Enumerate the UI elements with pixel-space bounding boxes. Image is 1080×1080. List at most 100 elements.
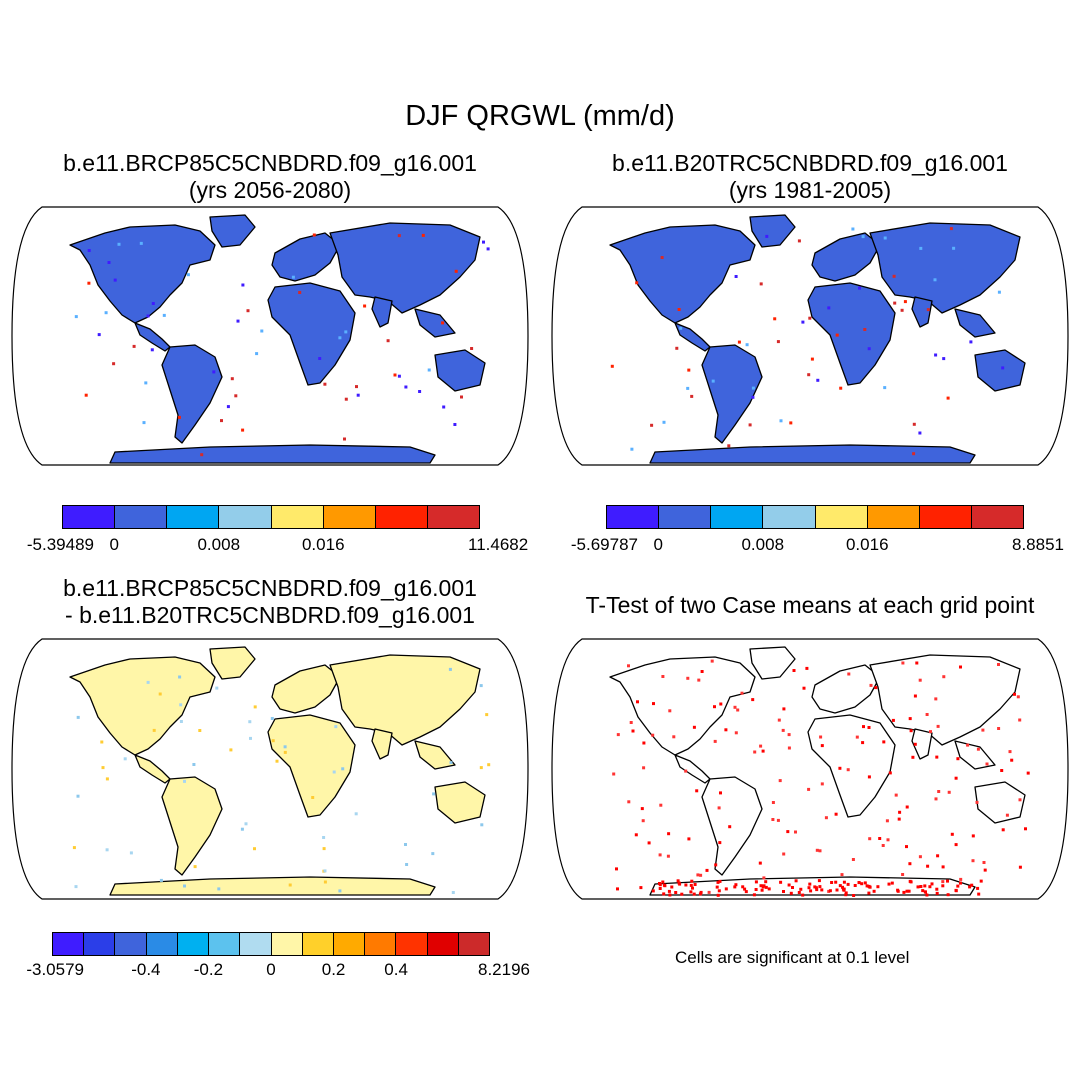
- grid-cell-marker: [808, 882, 812, 886]
- colorbar-tick-label: 0.008: [741, 535, 785, 554]
- grid-cell-marker: [323, 869, 327, 873]
- grid-cell-marker: [427, 368, 431, 372]
- grid-cell-marker: [183, 779, 186, 783]
- grid-cell-marker: [689, 883, 693, 887]
- colorbar-panel-1: [62, 505, 480, 529]
- grid-cell-marker: [482, 240, 485, 244]
- continent-seAsia: [954, 740, 996, 770]
- grid-cell-marker: [684, 769, 688, 773]
- grid-cell-marker: [997, 290, 1001, 294]
- grid-cell-marker: [905, 889, 909, 893]
- colorbar-swatch: [63, 506, 116, 528]
- grid-cell-marker: [236, 319, 240, 323]
- grid-cell-marker: [322, 847, 326, 851]
- grid-cell-marker: [249, 736, 252, 740]
- significance-note: Cells are significant at 0.1 level: [675, 948, 910, 967]
- grid-cell-marker: [787, 883, 791, 887]
- grid-cell-marker: [946, 893, 950, 897]
- colorbar-swatch: [711, 506, 764, 528]
- grid-cell-marker: [246, 309, 250, 313]
- grid-cell-marker: [807, 373, 811, 377]
- grid-cell-marker: [432, 792, 436, 796]
- grid-cell-marker: [179, 720, 183, 723]
- grid-cell-marker: [105, 848, 109, 852]
- grid-cell-marker: [344, 330, 348, 334]
- grid-cell-marker: [905, 845, 908, 849]
- colorbar-tick-label: 8.2196: [478, 960, 530, 979]
- grid-cell-marker: [952, 246, 956, 250]
- grid-cell-marker: [835, 888, 839, 892]
- figure-title: DJF QRGWL (mm/d): [405, 100, 675, 132]
- grid-cell-marker: [1000, 769, 1004, 772]
- grid-cell-marker: [421, 233, 425, 237]
- grid-cell-marker: [934, 353, 938, 357]
- grid-cell-marker: [887, 882, 891, 886]
- grid-cell-marker: [846, 882, 850, 886]
- grid-cell-marker: [741, 885, 745, 889]
- grid-cell-marker: [787, 733, 791, 737]
- grid-cell-marker: [908, 717, 912, 721]
- grid-cell-marker: [934, 697, 938, 701]
- grid-cell-marker: [813, 885, 817, 889]
- grid-cell-marker: [485, 713, 489, 717]
- grid-cell-marker: [678, 882, 682, 886]
- grid-cell-marker: [736, 708, 740, 712]
- grid-cell-marker: [777, 718, 781, 722]
- grid-cell-marker: [946, 396, 950, 400]
- grid-cell-marker: [896, 889, 900, 893]
- grid-cell-marker: [1018, 718, 1022, 722]
- continent-africa: [807, 714, 896, 818]
- grid-cell-marker: [451, 891, 455, 894]
- grid-cell-marker: [691, 886, 694, 890]
- grid-cell-marker: [868, 885, 872, 889]
- grid-cell-marker: [801, 320, 805, 324]
- grid-cell-marker: [911, 755, 915, 759]
- colorbar-swatch: [396, 933, 428, 955]
- continent-europe: [811, 664, 881, 714]
- grid-cell-marker: [248, 720, 252, 724]
- map-panel-3: [11, 638, 529, 900]
- grid-cell-marker: [959, 881, 962, 885]
- grid-cell-marker: [900, 308, 904, 312]
- grid-cell-marker: [690, 394, 694, 398]
- grid-cell-marker: [616, 733, 620, 737]
- grid-cell-marker: [908, 879, 912, 883]
- grid-cell-marker: [941, 880, 945, 884]
- grid-cell-marker: [291, 275, 295, 279]
- grid-cell-marker: [311, 796, 315, 799]
- grid-cell-marker: [799, 887, 803, 891]
- grid-cell-marker: [797, 239, 801, 243]
- grid-cell-marker: [791, 886, 794, 889]
- colorbar-swatch: [427, 506, 479, 528]
- grid-cell-marker: [717, 889, 721, 893]
- grid-cell-marker: [101, 766, 105, 770]
- grid-cell-marker: [113, 278, 117, 282]
- continent-centralAmerica: [134, 322, 171, 352]
- grid-cell-marker: [918, 431, 922, 435]
- grid-cell-marker: [404, 843, 407, 846]
- grid-cell-marker: [690, 879, 694, 883]
- grid-cell-marker: [885, 819, 889, 823]
- grid-cell-marker: [234, 394, 238, 398]
- grid-cell-marker: [718, 841, 722, 845]
- grid-cell-marker: [968, 885, 972, 889]
- grid-cell-marker: [759, 744, 763, 748]
- grid-cell-marker: [660, 256, 664, 259]
- panel-3-title-line1: b.e11.BRCP85C5CNBDRD.f09_g16.001: [63, 575, 477, 601]
- grid-cell-marker: [874, 686, 878, 690]
- grid-cell-marker: [797, 891, 801, 894]
- grid-cell-marker: [693, 883, 697, 886]
- land-layer: [69, 214, 490, 464]
- grid-cell-marker: [882, 740, 886, 744]
- map-border: [551, 638, 1069, 900]
- grid-cell-marker: [807, 886, 811, 890]
- grid-cell-marker: [858, 286, 861, 290]
- grid-cell-marker: [734, 275, 738, 278]
- grid-cell-marker: [982, 861, 986, 864]
- grid-cell-marker: [1024, 827, 1027, 831]
- colorbar-swatch: [323, 506, 376, 528]
- grid-cell-marker: [675, 346, 679, 350]
- grid-cell-marker: [431, 852, 435, 856]
- grid-cell-marker: [615, 867, 618, 871]
- grid-cell-marker: [902, 890, 906, 894]
